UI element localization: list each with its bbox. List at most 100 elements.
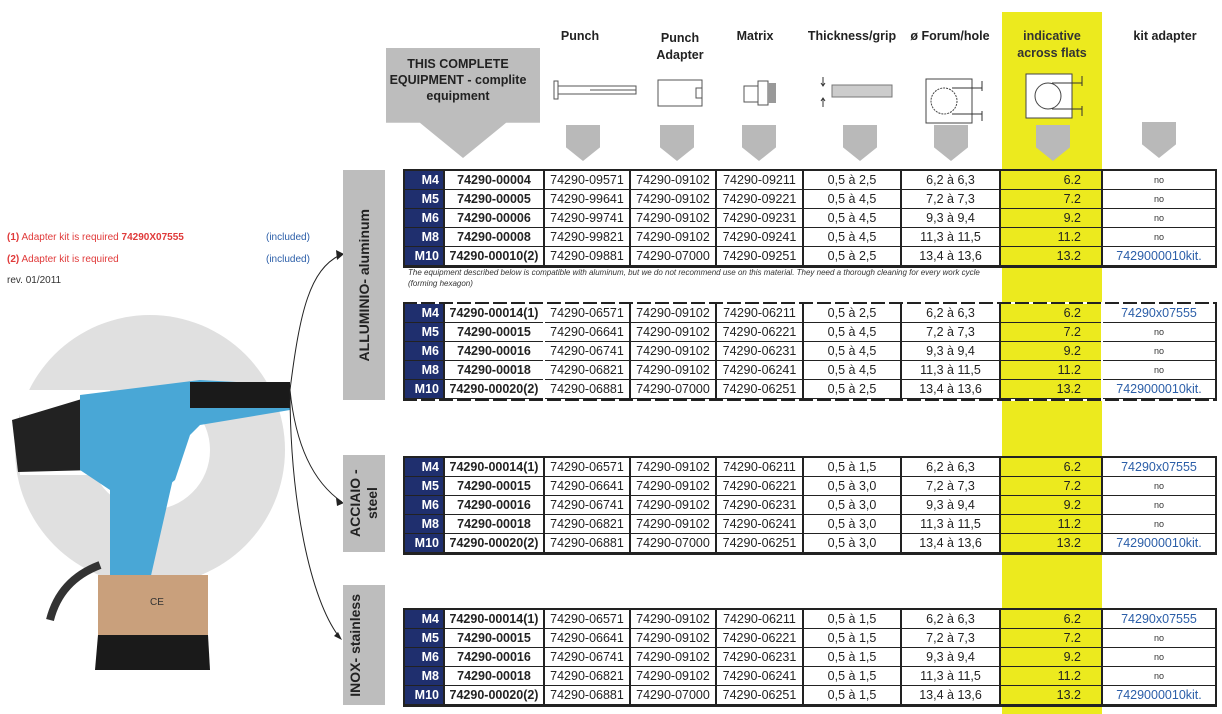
cell-kit-adapter: no — [1103, 171, 1215, 190]
cell-size: M4 — [405, 171, 443, 190]
cell-hole: 11,3 à 11,5 — [902, 515, 999, 534]
table-aluminum-standard: M4 74290-00004 74290-09571 74290-09102 74290… — [403, 169, 1217, 268]
cell-punch: 74290-06741 — [545, 496, 629, 515]
cell-thickness: 0,5 à 1,5 — [804, 686, 900, 705]
col-kit-adapter: kit adapter — [1133, 29, 1197, 43]
cell-hole: 6,2 à 6,3 — [902, 304, 999, 323]
cell-thickness: 0,5 à 1,5 — [804, 458, 900, 477]
cell-punch-adapter: 74290-09102 — [631, 629, 715, 648]
cell-punch: 74290-06741 — [545, 342, 629, 361]
cell-punch: 74290-09881 — [545, 247, 629, 266]
col-matrix: Matrix — [736, 29, 774, 43]
cell-code: 74290-00006 — [445, 209, 543, 228]
cell-matrix: 74290-06211 — [717, 610, 802, 629]
cell-punch: 74290-09571 — [545, 171, 629, 190]
material-label-steel: ACCIAIO - steel — [343, 455, 385, 552]
cell-across-flats: 9.2 — [1001, 342, 1101, 361]
table-row: M4 74290-00004 74290-09571 74290-09102 74290… — [405, 171, 1215, 190]
cell-size: M5 — [405, 323, 443, 342]
cell-punch: 74290-06881 — [545, 686, 629, 705]
cell-across-flats: 11.2 — [1001, 361, 1101, 380]
cell-kit-adapter: 7429000010kit. — [1103, 534, 1215, 553]
svg-text:CE: CE — [150, 597, 164, 608]
cell-code: 74290-00014(1) — [445, 458, 543, 477]
col-punch-adapter: Punch Adapter — [656, 31, 704, 62]
cell-size: M4 — [405, 610, 443, 629]
cell-kit-adapter: no — [1103, 648, 1215, 667]
cell-kit-adapter: 7429000010kit. — [1103, 247, 1215, 266]
cell-size: M10 — [405, 247, 443, 266]
note-1-included: (included) — [266, 232, 310, 243]
cell-across-flats: 9.2 — [1001, 648, 1101, 667]
cell-size: M4 — [405, 304, 443, 323]
cell-punch-adapter: 74290-09102 — [631, 209, 715, 228]
table-row: M10 74290-00010(2) 74290-09881 74290-07000 7… — [405, 247, 1215, 266]
cell-size: M5 — [405, 190, 443, 209]
cell-matrix: 74290-09231 — [717, 209, 802, 228]
table-row: M6 74290-00016 74290-06741 74290-09102 74290… — [405, 648, 1215, 667]
cell-kit-adapter: no — [1103, 323, 1215, 342]
cell-code: 74290-00020(2) — [445, 534, 543, 553]
cell-code: 74290-00018 — [445, 515, 543, 534]
cell-matrix: 74290-06231 — [717, 648, 802, 667]
cell-thickness: 0,5 à 4,5 — [804, 190, 900, 209]
table-row: M6 74290-00016 74290-06741 74290-09102 74290… — [405, 496, 1215, 515]
cell-size: M8 — [405, 515, 443, 534]
cell-size: M10 — [405, 380, 443, 399]
table-row: M5 74290-00015 74290-06641 74290-09102 74290… — [405, 323, 1215, 342]
cell-punch: 74290-06641 — [545, 629, 629, 648]
cell-hole: 9,3 à 9,4 — [902, 648, 999, 667]
cell-matrix: 74290-06211 — [717, 304, 802, 323]
cell-kit-adapter: no — [1103, 496, 1215, 515]
table-row: M10 74290-00020(2) 74290-06881 74290-07000 7… — [405, 534, 1215, 553]
cell-size: M8 — [405, 361, 443, 380]
col-punch: Punch — [560, 29, 600, 43]
hole-icon — [925, 78, 983, 124]
cell-code: 74290-00018 — [445, 667, 543, 686]
table-row: M6 74290-00006 74290-99741 74290-09102 74290… — [405, 209, 1215, 228]
cell-punch-adapter: 74290-09102 — [631, 342, 715, 361]
cell-code: 74290-00015 — [445, 477, 543, 496]
cell-hole: 6,2 à 6,3 — [902, 171, 999, 190]
cell-matrix: 74290-06241 — [717, 361, 802, 380]
cell-matrix: 74290-06251 — [717, 380, 802, 399]
cell-punch: 74290-06821 — [545, 515, 629, 534]
cell-matrix: 74290-06241 — [717, 515, 802, 534]
cell-punch: 74290-99821 — [545, 228, 629, 247]
cell-kit-adapter: no — [1103, 667, 1215, 686]
table-row: M8 74290-00018 74290-06821 74290-09102 74290… — [405, 361, 1215, 380]
col-hole: ø Forum/hole — [910, 29, 990, 43]
table-aluminum-alternative: M4 74290-00014(1) 74290-06571 74290-09102 74… — [403, 302, 1217, 401]
cell-thickness: 0,5 à 3,0 — [804, 496, 900, 515]
cell-across-flats: 7.2 — [1001, 477, 1101, 496]
aluminum-note: The equipment described below is compati… — [408, 268, 980, 288]
cell-code: 74290-00016 — [445, 648, 543, 667]
cell-matrix: 74290-06221 — [717, 323, 802, 342]
cell-thickness: 0,5 à 2,5 — [804, 171, 900, 190]
cell-kit-adapter: 74290x07555 — [1103, 458, 1215, 477]
cell-punch-adapter: 74290-09102 — [631, 477, 715, 496]
cell-thickness: 0,5 à 2,5 — [804, 247, 900, 266]
table-row: M4 74290-00014(1) 74290-06571 74290-09102 74… — [405, 610, 1215, 629]
table-row: M8 74290-00018 74290-06821 74290-09102 74290… — [405, 667, 1215, 686]
col-across-flats: indicative across flats — [1017, 29, 1087, 60]
arrow-kit-adapter — [1142, 122, 1176, 158]
cell-hole: 13,4 à 13,6 — [902, 686, 999, 705]
cell-size: M6 — [405, 209, 443, 228]
cell-kit-adapter: no — [1103, 361, 1215, 380]
cell-code: 74290-00005 — [445, 190, 543, 209]
cell-kit-adapter: no — [1103, 515, 1215, 534]
cell-matrix: 74290-06251 — [717, 534, 802, 553]
cell-thickness: 0,5 à 1,5 — [804, 667, 900, 686]
cell-punch-adapter: 74290-09102 — [631, 515, 715, 534]
cell-code: 74290-00020(2) — [445, 686, 543, 705]
cell-across-flats: 11.2 — [1001, 515, 1101, 534]
arrow-thickness — [843, 125, 877, 161]
cell-code: 74290-00016 — [445, 496, 543, 515]
cell-thickness: 0,5 à 4,5 — [804, 323, 900, 342]
complete-equipment-label: THIS COMPLETE EQUIPMENT - complite equip… — [389, 57, 527, 103]
cell-across-flats: 11.2 — [1001, 228, 1101, 247]
cell-kit-adapter: no — [1103, 228, 1215, 247]
cell-matrix: 74290-09241 — [717, 228, 802, 247]
cell-thickness: 0,5 à 3,0 — [804, 534, 900, 553]
